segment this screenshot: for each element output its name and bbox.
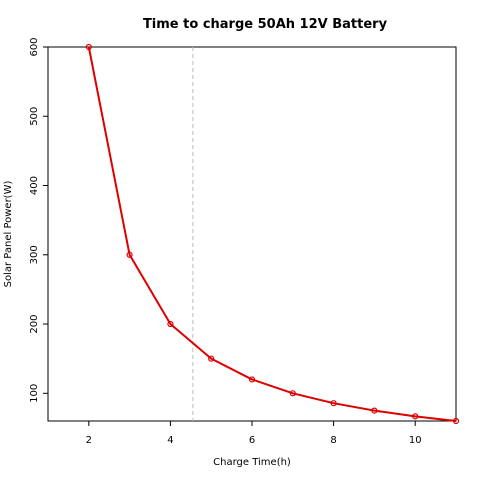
x-axis: 2 4 6 8 10 [86,421,422,446]
y-tick-label: 100 [29,384,40,403]
x-tick-label: 10 [409,435,422,446]
data-point [208,355,215,362]
y-axis: 100 200 300 400 500 600 [29,37,48,403]
data-point [167,320,174,328]
y-tick-label: 600 [29,37,40,56]
x-axis-label: Charge Time(h) [213,457,291,468]
plot-frame [47,46,457,422]
data-point [248,376,256,383]
data-point [289,390,296,397]
data-point [330,400,337,407]
x-tick-label: 2 [86,435,92,446]
x-tick-label: 8 [330,435,336,446]
x-tick-label: 6 [249,435,255,446]
y-tick-label: 200 [29,314,40,333]
data-point [452,417,460,425]
y-tick-label: 500 [29,107,40,126]
x-tick-label: 4 [167,435,173,446]
series-line [87,46,457,422]
data-point [371,407,378,414]
y-tick-label: 400 [29,176,40,195]
data-point [85,43,92,51]
y-tick-label: 300 [29,245,40,264]
chart-title: Time to charge 50Ah 12V Battery [143,17,388,32]
data-point [412,413,419,420]
data-point [126,251,133,258]
y-axis-label: Solar Panel Power(W) [3,181,14,288]
series-group [85,43,460,425]
